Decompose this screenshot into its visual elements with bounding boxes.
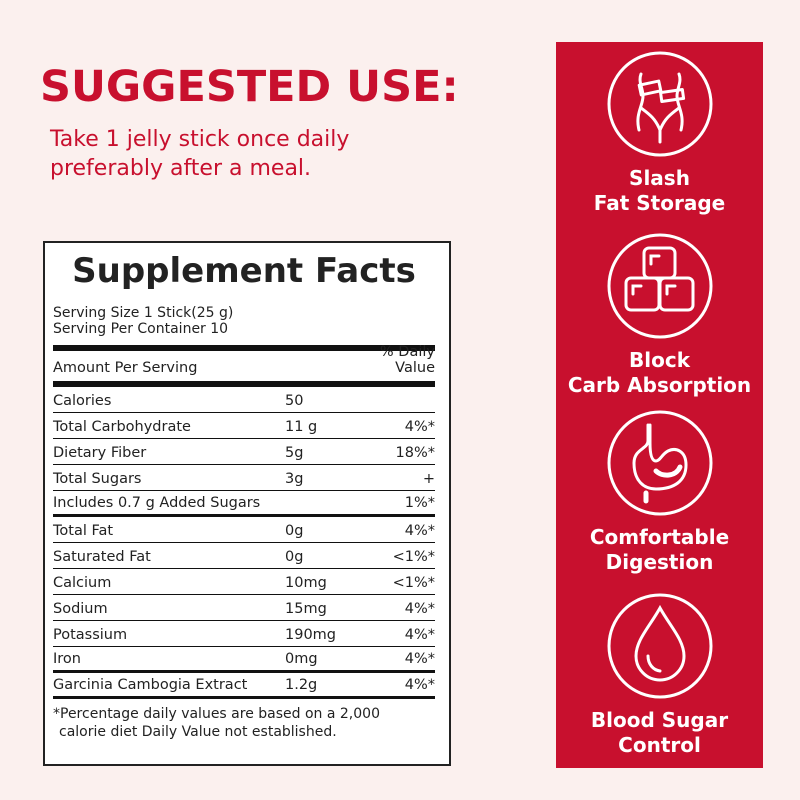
nutrient-daily-value: 4%*	[404, 601, 435, 617]
supplement-facts-panel: Supplement Facts Serving Size 1 Stick(25…	[43, 241, 451, 766]
usage-line: preferably after a meal.	[50, 156, 312, 181]
serving-info: Serving Size 1 Stick(25 g) Serving Per C…	[53, 305, 435, 337]
nutrient-amount: 10mg	[285, 575, 327, 591]
nutrient-amount: 0mg	[285, 651, 318, 667]
waist-measure-icon	[607, 51, 712, 157]
nutrient-daily-value: 4%*	[404, 419, 435, 435]
nutrient-name: Total Fat	[53, 523, 114, 539]
benefit-digestion: Comfortable Digestion	[556, 409, 763, 575]
nutrient-amount: 5g	[285, 445, 304, 461]
nutrient-daily-value: +	[422, 471, 435, 487]
nutrient-daily-value: 1%*	[404, 495, 435, 511]
serving-size: Serving Size 1 Stick(25 g)	[53, 305, 234, 321]
nutrient-amount: 15mg	[285, 601, 327, 617]
nutrient-amount: 190mg	[285, 627, 337, 643]
facts-row: Dietary Fiber 5g 18%*	[53, 439, 435, 465]
nutrient-amount: 50	[285, 393, 304, 409]
benefit-label: Block Carb Absorption	[567, 348, 752, 397]
nutrient-daily-value: 4%*	[404, 677, 435, 693]
benefit-block-carb: Block Carb Absorption	[556, 232, 763, 398]
facts-row: Calcium 10mg <1%*	[53, 569, 435, 595]
nutrient-name: Iron	[53, 651, 81, 667]
benefit-blood-sugar: Blood Sugar Control	[556, 592, 763, 758]
footnote-line: calorie diet Daily Value not established…	[59, 724, 337, 740]
facts-row: Saturated Fat 0g <1%*	[53, 543, 435, 569]
facts-row: Iron 0mg 4%*	[53, 647, 435, 673]
footnote-line: *Percentage daily values are based on a …	[53, 706, 380, 722]
facts-row: Calories 50	[53, 387, 435, 413]
usage-instructions: Take 1 jelly stick once daily preferably…	[50, 125, 349, 183]
nutrient-daily-value: 4%*	[404, 627, 435, 643]
benefits-panel: Slash Fat Storage Block Carb Absorption …	[556, 42, 763, 768]
benefit-label: Blood Sugar Control	[590, 708, 729, 757]
nutrient-daily-value: <1%*	[392, 575, 435, 591]
nutrient-name: Potassium	[53, 627, 128, 643]
facts-row: Includes 0.7 g Added Sugars 1%*	[53, 491, 435, 517]
benefit-slash-fat: Slash Fat Storage	[556, 50, 763, 216]
nutrient-daily-value: 4%*	[404, 523, 435, 539]
footnote: *Percentage daily values are based on a …	[53, 705, 435, 741]
facts-title: Supplement Facts	[72, 251, 416, 291]
blood-drop-icon	[607, 593, 712, 699]
cubes-icon	[607, 233, 712, 339]
facts-row: Potassium 190mg 4%*	[53, 621, 435, 647]
nutrient-amount: 1.2g	[285, 677, 318, 693]
facts-row: Sodium 15mg 4%*	[53, 595, 435, 621]
nutrient-name: Sodium	[53, 601, 108, 617]
nutrient-daily-value: <1%*	[392, 549, 435, 565]
divider	[53, 345, 435, 351]
facts-row: Total Carbohydrate 11 g 4%*	[53, 413, 435, 439]
stomach-icon	[607, 410, 712, 516]
nutrient-name: Dietary Fiber	[53, 445, 147, 461]
nutrient-name: Saturated Fat	[53, 549, 151, 565]
nutrient-amount: 0g	[285, 549, 304, 565]
nutrient-name: Calories	[53, 393, 112, 409]
benefit-label: Comfortable Digestion	[589, 525, 730, 574]
divider	[53, 381, 435, 387]
daily-value-label: % Daily Value	[379, 344, 435, 376]
nutrient-name: Calcium	[53, 575, 112, 591]
suggested-use-heading: SUGGESTED USE:	[40, 62, 459, 112]
facts-row: Total Sugars 3g +	[53, 465, 435, 491]
nutrient-daily-value: 18%*	[395, 445, 435, 461]
nutrient-name: Total Carbohydrate	[53, 419, 191, 435]
facts-header: Amount Per Serving % Daily Value	[53, 344, 435, 381]
nutrient-name: Total Sugars	[53, 471, 142, 487]
nutrient-amount: 0g	[285, 523, 304, 539]
facts-row: Total Fat 0g 4%*	[53, 517, 435, 543]
nutrient-name: Includes 0.7 g Added Sugars	[53, 495, 261, 511]
usage-line: Take 1 jelly stick once daily	[50, 127, 350, 152]
nutrient-name: Garcinia Cambogia Extract	[53, 677, 248, 693]
benefit-label: Slash Fat Storage	[593, 166, 726, 215]
nutrient-amount: 11 g	[285, 419, 318, 435]
nutrient-amount: 3g	[285, 471, 304, 487]
amount-per-serving-label: Amount Per Serving	[53, 360, 198, 376]
facts-row: Garcinia Cambogia Extract 1.2g 4%*	[53, 673, 435, 699]
nutrient-daily-value: 4%*	[404, 651, 435, 667]
servings-per-container: Serving Per Container 10	[53, 321, 229, 337]
